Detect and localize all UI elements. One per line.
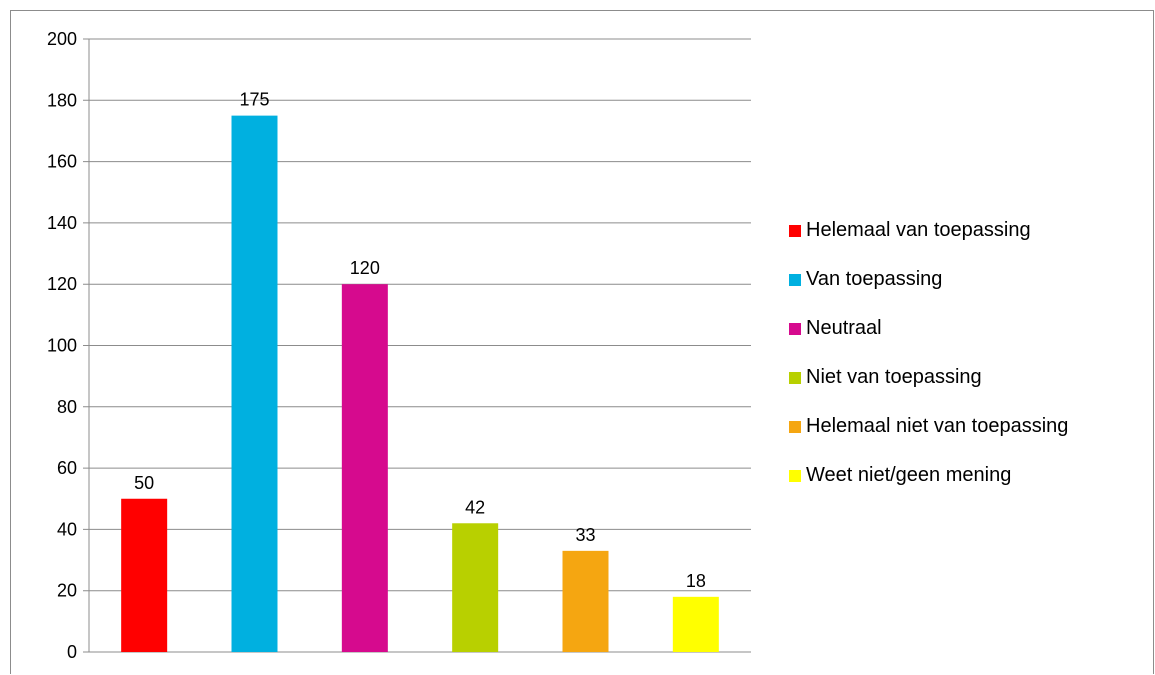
y-tick-label: 20 <box>57 581 77 601</box>
legend-swatch <box>789 421 801 433</box>
legend-label: Helemaal van toepassing <box>806 219 1031 241</box>
data-label: 120 <box>350 258 380 278</box>
bar <box>121 498 168 652</box>
bar <box>562 550 609 652</box>
data-label: 42 <box>465 497 485 517</box>
legend-swatch <box>789 323 801 335</box>
y-tick-label: 0 <box>67 642 77 662</box>
legend-label: Weet niet/geen mening <box>806 464 1012 486</box>
y-tick-label: 140 <box>47 213 77 233</box>
legend-swatch <box>789 274 801 286</box>
chart-frame: 0 20 40 60 80 100 120 140 160 180 200 50 175 120 42 33 1… <box>10 10 1154 674</box>
bar <box>672 596 719 652</box>
bar-chart: 0 20 40 60 80 100 120 140 160 180 200 50 175 120 42 33 1… <box>47 29 751 662</box>
y-tick-label: 80 <box>57 397 77 417</box>
legend-label: Helemaal niet van toepassing <box>806 415 1069 437</box>
bar <box>452 523 499 652</box>
legend-swatch <box>789 372 801 384</box>
data-label: 33 <box>575 525 595 545</box>
y-tick-label: 200 <box>47 29 77 49</box>
bars-layer <box>121 115 719 652</box>
labels-layer: 0 20 40 60 80 100 120 140 160 180 200 50 175 120 42 33 1… <box>47 29 706 662</box>
y-tick-label: 60 <box>57 458 77 478</box>
bar <box>341 284 388 652</box>
y-tick-label: 160 <box>47 152 77 172</box>
grid-layer <box>83 38 751 653</box>
y-tick-label: 40 <box>57 519 77 539</box>
data-label: 18 <box>686 571 706 591</box>
y-tick-label: 180 <box>47 90 77 110</box>
legend-swatch <box>789 225 801 237</box>
data-label: 175 <box>239 90 269 110</box>
data-label: 50 <box>134 473 154 493</box>
legend-label: Niet van toepassing <box>806 366 982 388</box>
bar <box>231 115 278 652</box>
legend-swatch <box>789 470 801 482</box>
y-tick-label: 120 <box>47 274 77 294</box>
legend-label: Neutraal <box>806 317 882 339</box>
legend-label: Van toepassing <box>806 268 943 290</box>
y-tick-label: 100 <box>47 336 77 356</box>
